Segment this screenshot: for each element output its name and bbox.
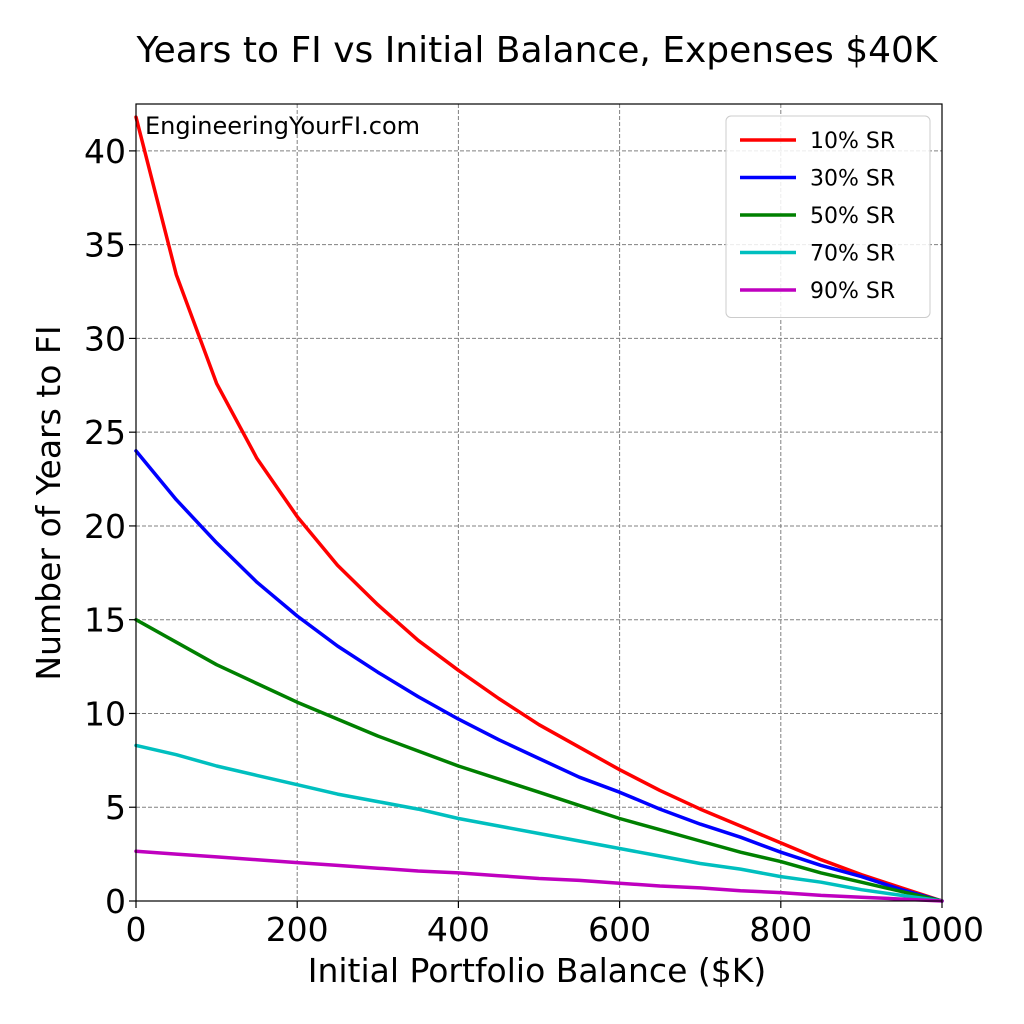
series-line-70-sr	[134, 743, 944, 903]
legend-entry-label: 90% SR	[810, 279, 895, 304]
y-axis-label: Number of Years to FI	[29, 325, 68, 680]
x-axis-label: Initial Portfolio Balance ($K)	[308, 951, 767, 990]
legend-entry-label: 10% SR	[810, 129, 895, 154]
y-tick-label: 0	[105, 882, 126, 921]
x-tick-label: 200	[266, 910, 329, 949]
legend-box	[725, 115, 931, 318]
plot-frame	[135, 103, 943, 902]
y-tick-label: 10	[84, 694, 126, 733]
y-tick-label: 35	[84, 226, 126, 265]
legend-entry-label: 70% SR	[810, 242, 895, 267]
y-tick-label: 15	[84, 601, 126, 640]
series-lines	[134, 115, 944, 903]
y-tick-label: 30	[84, 319, 126, 358]
legend-entry-label: 50% SR	[810, 204, 895, 229]
x-tick-label: 600	[588, 910, 651, 949]
x-axis-ticks: 0 200 400 600 800 1000	[126, 901, 984, 949]
x-tick-label: 1000	[900, 910, 984, 949]
series-line-30-sr	[134, 449, 944, 903]
x-tick-label: 400	[427, 910, 490, 949]
series-line-10-sr	[134, 115, 944, 903]
y-tick-label: 25	[84, 413, 126, 452]
y-tick-label: 40	[84, 132, 126, 171]
chart-title: Years to FI vs Initial Balance, Expenses…	[135, 30, 938, 71]
legend-entry-label: 30% SR	[810, 167, 895, 192]
series-line-90-sr	[134, 849, 944, 903]
y-tick-label: 20	[84, 507, 126, 546]
legend: 10% SR 30% SR 50% SR 70% SR 90% SR	[725, 115, 931, 318]
watermark-annotation: EngineeringYourFI.com	[145, 112, 420, 140]
y-axis-ticks: 0 5 10 15 20 25 30 35 40	[84, 132, 136, 921]
y-tick-label: 5	[105, 788, 126, 827]
x-tick-label: 0	[126, 910, 147, 949]
x-tick-label: 800	[749, 910, 812, 949]
series-line-50-sr	[134, 617, 944, 903]
